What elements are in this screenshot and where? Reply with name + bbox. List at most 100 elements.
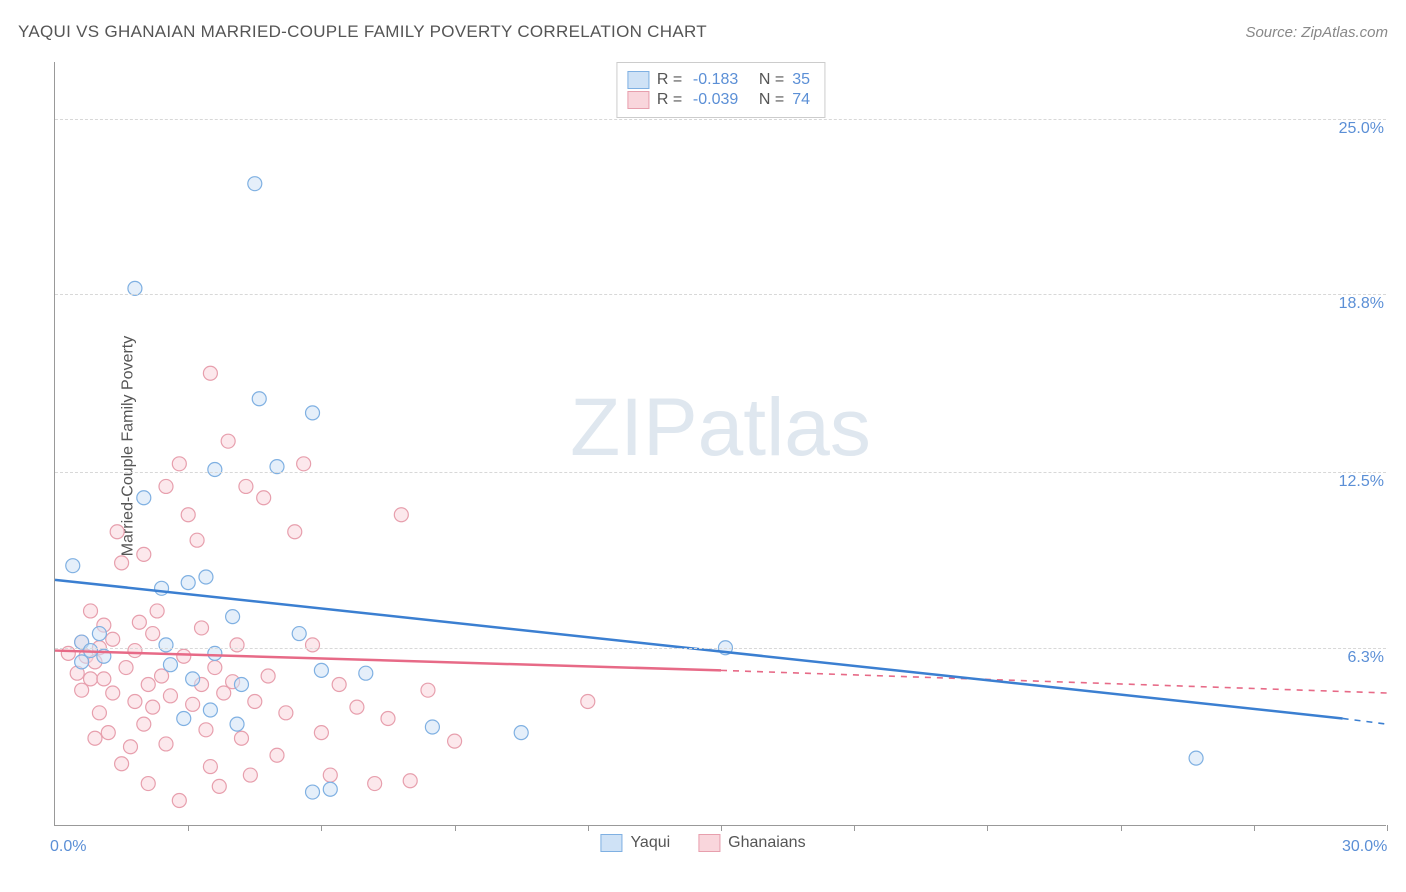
scatter-point-b xyxy=(448,734,462,748)
scatter-point-b xyxy=(297,457,311,471)
scatter-point-a xyxy=(199,570,213,584)
scatter-point-b xyxy=(581,694,595,708)
scatter-point-b xyxy=(234,731,248,745)
scatter-point-b xyxy=(128,694,142,708)
scatter-point-a xyxy=(186,672,200,686)
scatter-point-a xyxy=(181,576,195,590)
scatter-point-b xyxy=(332,678,346,692)
x-tick xyxy=(321,825,322,831)
legend-item: Ghanaians xyxy=(698,834,805,852)
scatter-point-b xyxy=(248,694,262,708)
scatter-point-b xyxy=(203,366,217,380)
scatter-point-b xyxy=(403,774,417,788)
scatter-point-b xyxy=(279,706,293,720)
trend-line-a xyxy=(55,580,1343,719)
scatter-point-a xyxy=(234,678,248,692)
x-tick xyxy=(1387,825,1388,831)
scatter-point-b xyxy=(421,683,435,697)
chart-title: YAQUI VS GHANAIAN MARRIED-COUPLE FAMILY … xyxy=(18,22,707,42)
scatter-point-a xyxy=(159,638,173,652)
plot-area: ZIPatlas R =-0.183N =35R =-0.039N =74 6.… xyxy=(54,62,1386,826)
gridline xyxy=(55,294,1386,295)
scatter-point-b xyxy=(243,768,257,782)
scatter-point-b xyxy=(172,457,186,471)
x-tick xyxy=(1254,825,1255,831)
scatter-point-a xyxy=(163,658,177,672)
gridline xyxy=(55,648,1386,649)
scatter-point-b xyxy=(195,621,209,635)
x-tick xyxy=(455,825,456,831)
scatter-point-b xyxy=(288,525,302,539)
x-tick xyxy=(1121,825,1122,831)
scatter-point-b xyxy=(159,737,173,751)
x-tick xyxy=(854,825,855,831)
scatter-point-b xyxy=(92,706,106,720)
scatter-point-b xyxy=(123,740,137,754)
scatter-point-b xyxy=(270,748,284,762)
scatter-point-b xyxy=(146,627,160,641)
scatter-point-a xyxy=(208,462,222,476)
scatter-point-b xyxy=(381,711,395,725)
scatter-point-a xyxy=(226,610,240,624)
scatter-point-a xyxy=(137,491,151,505)
legend-series: Yaqui Ghanaians xyxy=(600,834,805,852)
scatter-point-b xyxy=(115,556,129,570)
trend-line-b xyxy=(55,651,721,671)
scatter-point-b xyxy=(101,726,115,740)
scatter-point-b xyxy=(141,678,155,692)
scatter-point-b xyxy=(186,697,200,711)
scatter-point-b xyxy=(88,731,102,745)
scatter-point-b xyxy=(141,777,155,791)
scatter-point-b xyxy=(115,757,129,771)
scatter-point-a xyxy=(177,711,191,725)
scatter-point-b xyxy=(106,632,120,646)
legend-swatch xyxy=(698,834,720,852)
scatter-point-a xyxy=(203,703,217,717)
x-tick xyxy=(588,825,589,831)
trend-line-dash-a xyxy=(1343,718,1387,724)
gridline xyxy=(55,472,1386,473)
y-tick-label: 6.3% xyxy=(1348,649,1388,667)
scatter-point-b xyxy=(159,479,173,493)
scatter-point-b xyxy=(84,672,98,686)
scatter-point-b xyxy=(181,508,195,522)
scatter-point-b xyxy=(97,672,111,686)
x-axis-origin-label: 0.0% xyxy=(50,838,86,856)
chart-source: Source: ZipAtlas.com xyxy=(1245,24,1388,41)
scatter-point-b xyxy=(394,508,408,522)
scatter-point-b xyxy=(163,689,177,703)
scatter-point-a xyxy=(248,177,262,191)
y-tick-label: 18.8% xyxy=(1339,295,1388,313)
scatter-point-b xyxy=(137,717,151,731)
scatter-point-a xyxy=(1189,751,1203,765)
x-tick xyxy=(721,825,722,831)
scatter-point-a xyxy=(292,627,306,641)
scatter-point-a xyxy=(155,581,169,595)
scatter-point-b xyxy=(177,649,191,663)
scatter-point-b xyxy=(119,661,133,675)
x-tick xyxy=(987,825,988,831)
scatter-point-b xyxy=(314,726,328,740)
scatter-point-b xyxy=(110,525,124,539)
legend-label: Yaqui xyxy=(630,834,670,852)
legend-swatch xyxy=(600,834,622,852)
scatter-point-b xyxy=(257,491,271,505)
scatter-point-a xyxy=(425,720,439,734)
scatter-point-b xyxy=(306,638,320,652)
scatter-point-b xyxy=(128,644,142,658)
scatter-point-b xyxy=(106,686,120,700)
gridline xyxy=(55,119,1386,120)
scatter-point-a xyxy=(252,392,266,406)
scatter-point-b xyxy=(203,760,217,774)
scatter-point-b xyxy=(84,604,98,618)
x-tick xyxy=(188,825,189,831)
y-tick-label: 25.0% xyxy=(1339,120,1388,138)
scatter-point-b xyxy=(137,547,151,561)
scatter-point-a xyxy=(230,717,244,731)
scatter-point-b xyxy=(146,700,160,714)
scatter-point-a xyxy=(66,559,80,573)
scatter-point-b xyxy=(368,777,382,791)
scatter-point-b xyxy=(212,779,226,793)
scatter-point-b xyxy=(221,434,235,448)
x-axis-max-label: 30.0% xyxy=(1342,838,1387,856)
